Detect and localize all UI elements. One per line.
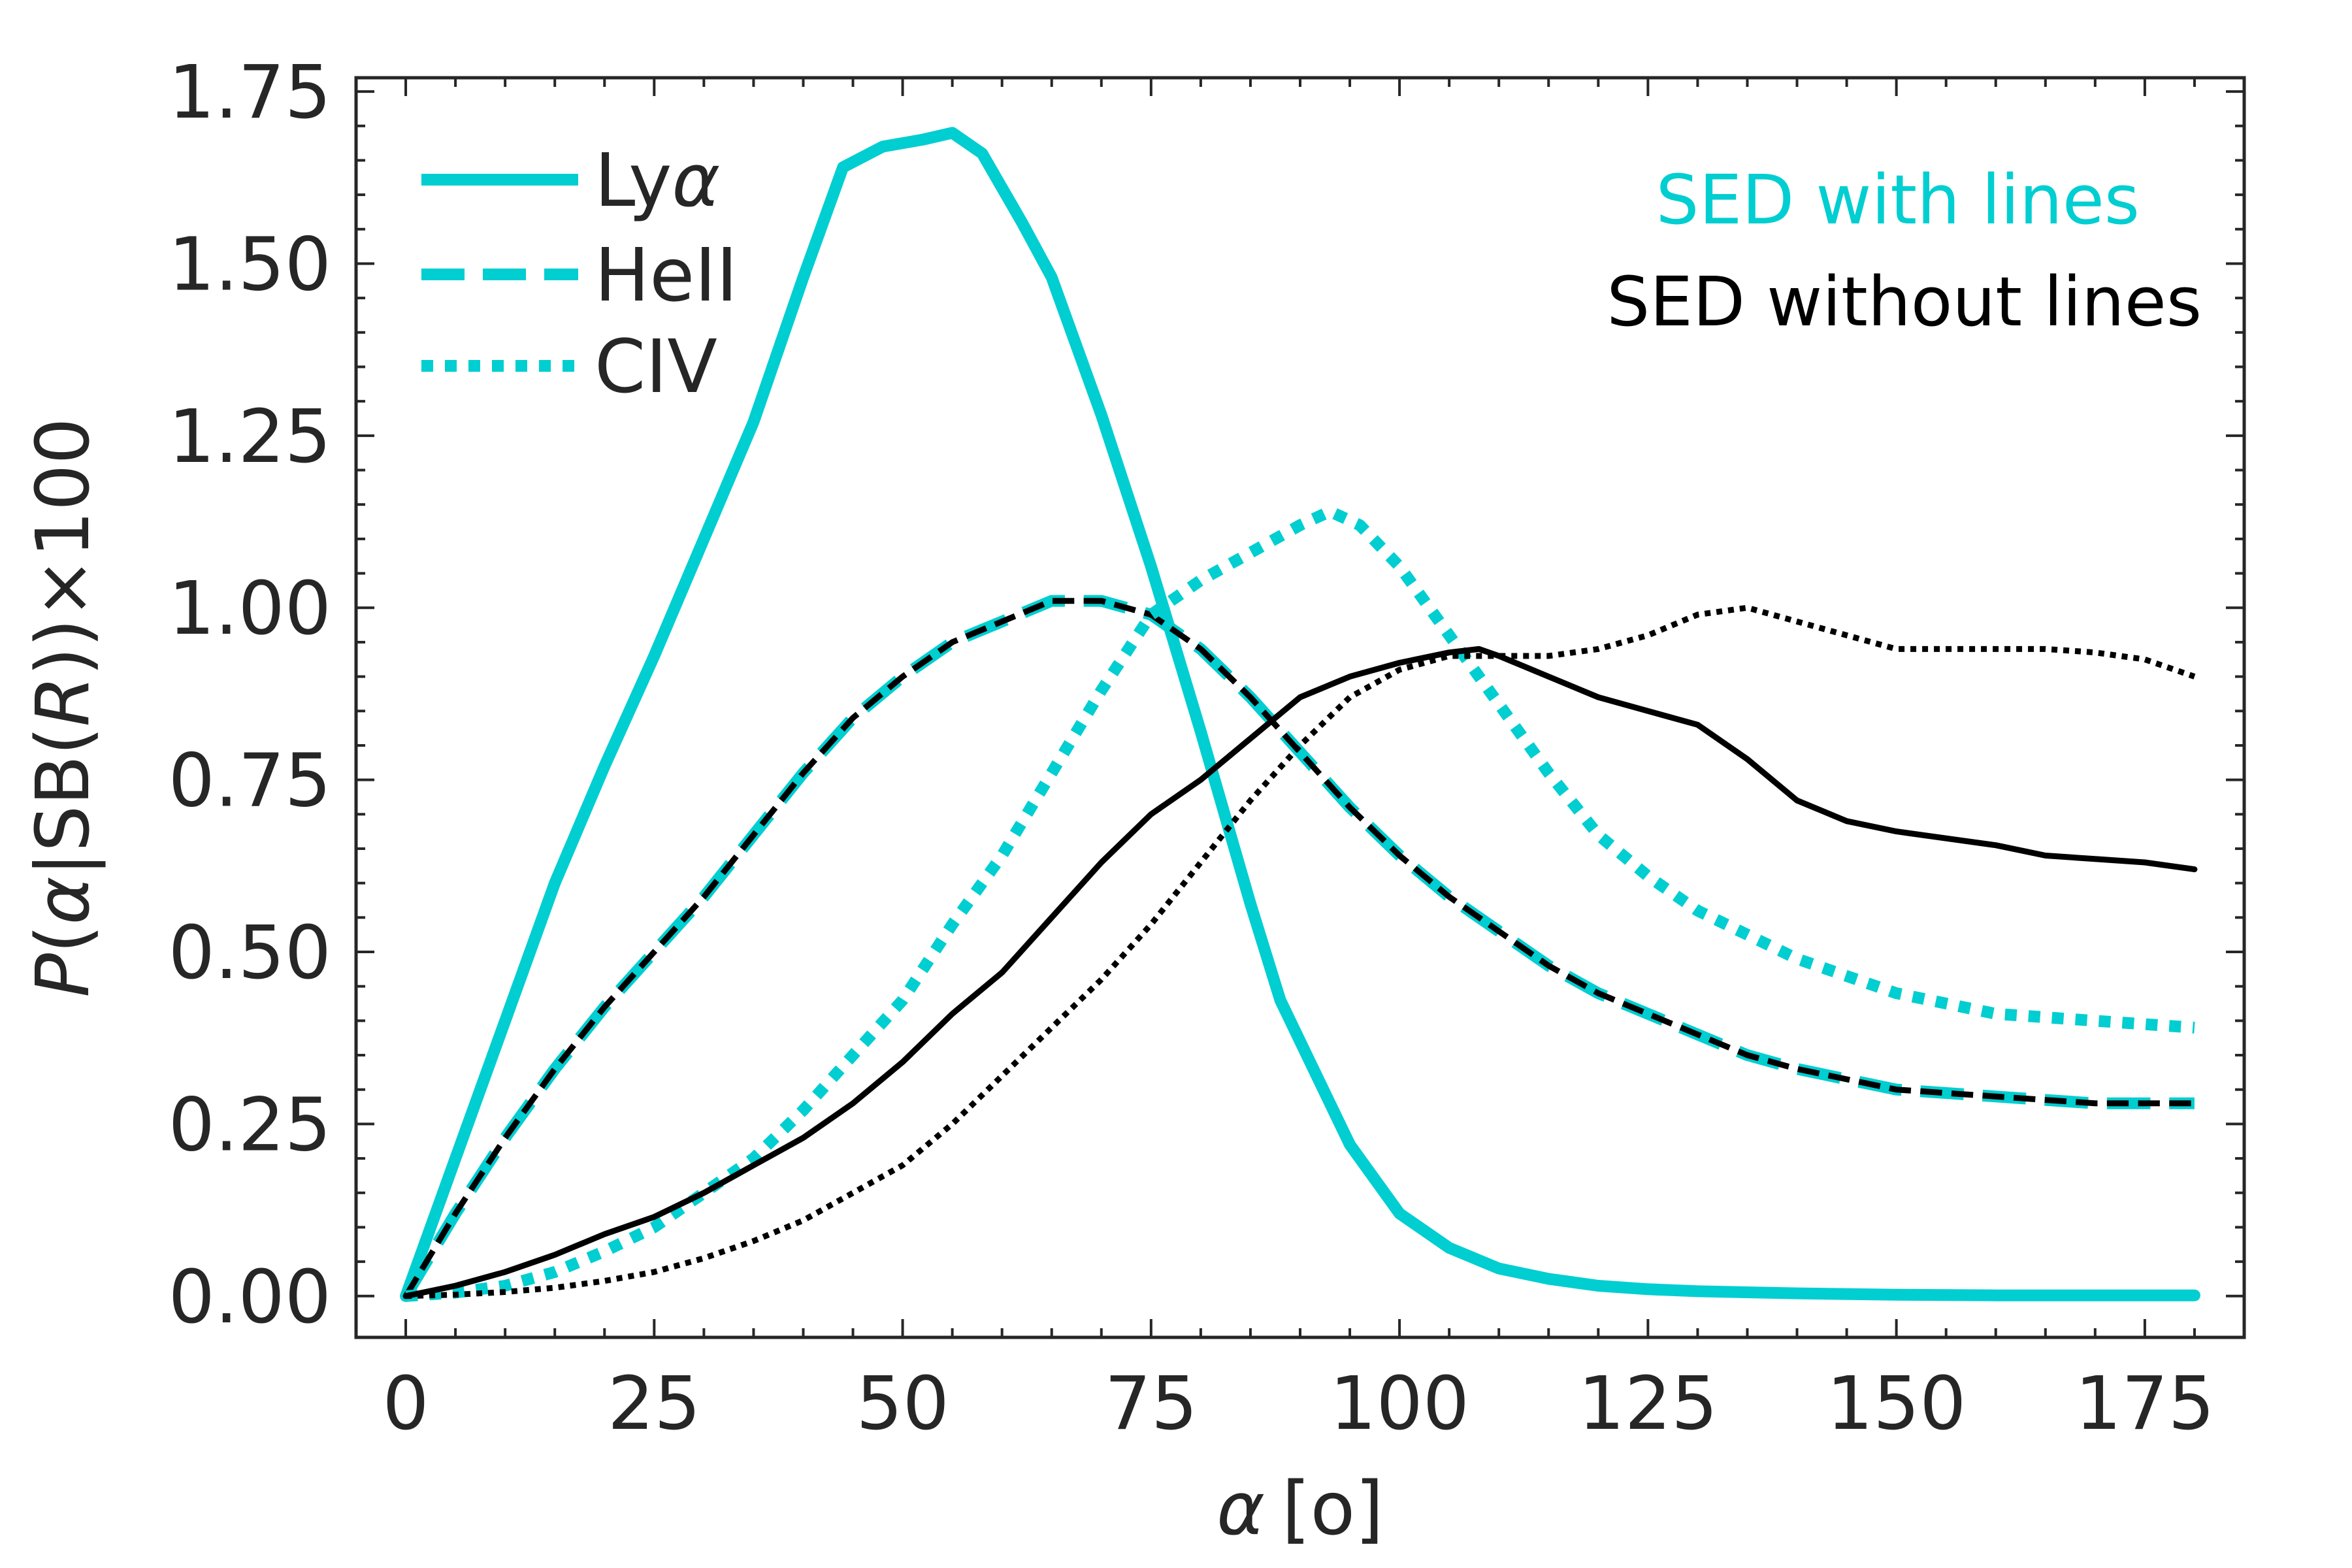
legend-label-civ-main: CIV	[595, 325, 717, 410]
x-axis-label: α [o]	[1217, 1467, 1384, 1552]
x-tick-label: 125	[1578, 1362, 1718, 1446]
legend-label-lya-italic: α	[672, 139, 720, 223]
y-axis-label-sb: |SB(	[21, 727, 106, 876]
legend-label-lya-main: Ly	[595, 139, 672, 223]
series-line-lya-with-lines	[400, 127, 2200, 1302]
y-tick-label: 1.50	[169, 222, 331, 307]
x-tick-label: 100	[1330, 1362, 1469, 1446]
y-axis-label: P(α|SB(R))×100	[21, 417, 106, 997]
annotation-sed-with-lines: SED with lines	[1656, 160, 2140, 240]
y-axis-label-alpha: α	[21, 877, 106, 925]
x-axis-label-unit: [o]	[1282, 1467, 1384, 1552]
y-axis-label-open: (	[21, 924, 106, 953]
legend: Lyα HeII CIV	[421, 139, 738, 410]
x-tick-label: 0	[382, 1362, 429, 1446]
legend-label-lya: Lyα	[595, 139, 720, 223]
legend-label-civ: CIV	[595, 325, 717, 410]
y-axis-label-p: P	[21, 953, 106, 998]
y-axis-label-tail: ))×100	[21, 417, 106, 676]
y-tick-label: 0.50	[169, 911, 331, 996]
legend-entry-civ: CIV	[421, 325, 717, 410]
y-tick-label: 1.00	[169, 566, 331, 651]
x-tick-label: 175	[2075, 1362, 2215, 1446]
legend-label-heii: HeII	[595, 233, 738, 318]
y-ticks: 0.00 0.25 0.50 0.75 1.00 1.25 1.50 1.75	[169, 50, 2244, 1340]
legend-entry-heii: HeII	[421, 233, 738, 318]
x-tick-label: 150	[1827, 1362, 1967, 1446]
x-tick-label: 25	[608, 1362, 701, 1446]
x-tick-label: 50	[856, 1362, 949, 1446]
y-tick-label: 0.00	[169, 1255, 331, 1340]
x-axis-label-var: α	[1217, 1467, 1265, 1552]
x-tick-label: 75	[1105, 1362, 1198, 1446]
x-ticks: 0 25 50 75 100 125 150 175	[382, 78, 2215, 1446]
series-line-lya-without-lines	[402, 645, 2198, 1299]
annotation-sed-without-lines: SED without lines	[1607, 262, 2202, 342]
y-tick-label: 1.25	[169, 395, 331, 480]
y-tick-label: 0.75	[169, 739, 331, 824]
y-tick-label: 1.75	[169, 50, 331, 135]
legend-label-heii-main: HeII	[595, 233, 738, 318]
y-tick-label: 0.25	[169, 1083, 331, 1168]
series-line-civ-with-lines	[405, 505, 2195, 1302]
series-layer	[400, 127, 2200, 1302]
legend-entry-lya: Lyα	[421, 139, 720, 223]
y-axis-label-r: R	[21, 676, 106, 727]
series-line-heii-without-lines	[403, 598, 2195, 1298]
